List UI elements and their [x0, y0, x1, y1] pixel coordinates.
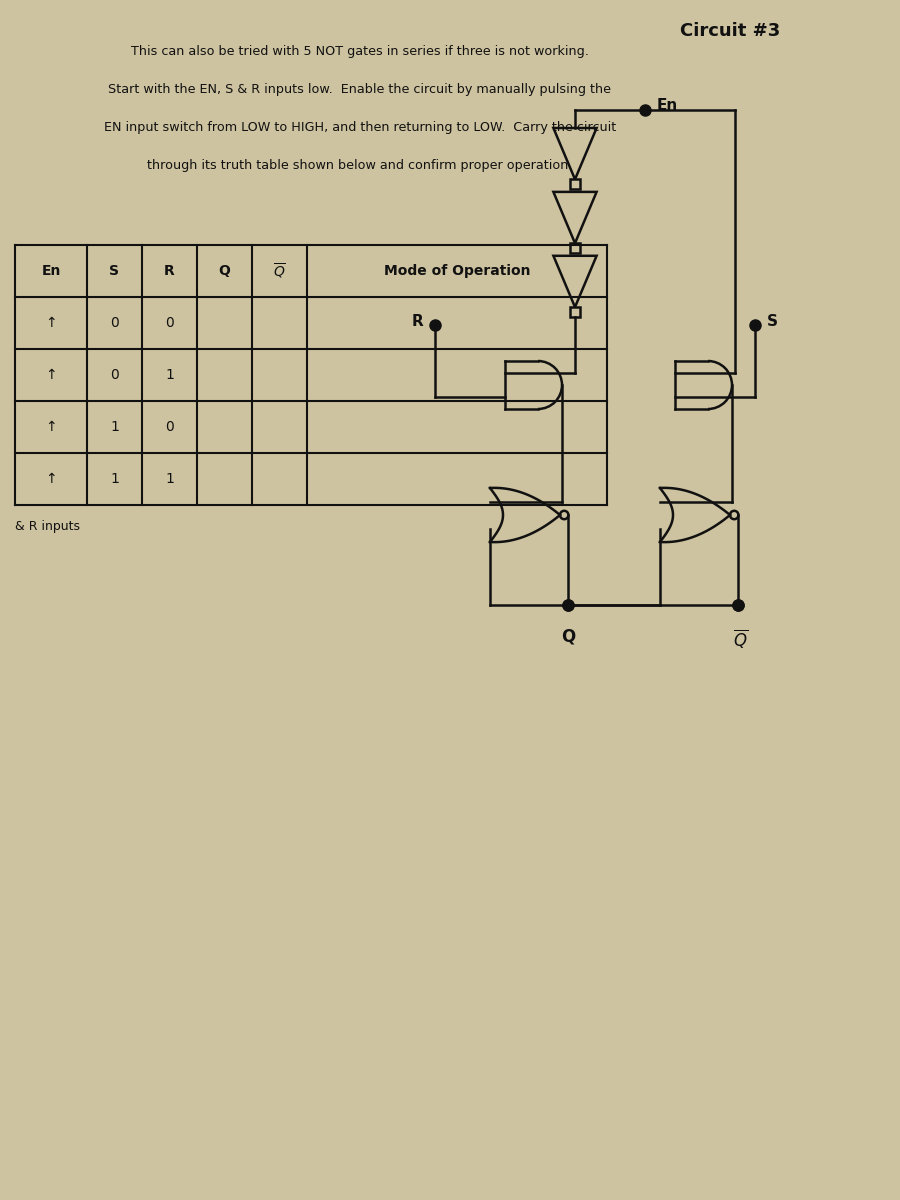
Text: Circuit #3: Circuit #3	[680, 22, 780, 40]
Text: ↑: ↑	[45, 368, 57, 382]
Text: 1: 1	[110, 472, 119, 486]
Polygon shape	[554, 128, 597, 179]
Text: This can also be tried with 5 NOT gates in series if three is not working.: This can also be tried with 5 NOT gates …	[131, 44, 589, 58]
Text: 0: 0	[165, 420, 174, 434]
Circle shape	[560, 511, 569, 520]
Text: $\overline{\mathit{Q}}$: $\overline{\mathit{Q}}$	[733, 626, 748, 650]
Text: Mode of Operation: Mode of Operation	[383, 264, 530, 278]
Text: 1: 1	[165, 472, 174, 486]
Text: 1: 1	[110, 420, 119, 434]
Text: En: En	[657, 98, 679, 114]
Text: 0: 0	[165, 316, 174, 330]
Text: 0: 0	[110, 368, 119, 382]
Text: ↑: ↑	[45, 420, 57, 434]
Text: S: S	[767, 313, 778, 329]
Bar	[571, 179, 580, 188]
Text: ↑: ↑	[45, 316, 57, 330]
Text: & R inputs: & R inputs	[15, 520, 80, 533]
Text: Q: Q	[219, 264, 230, 278]
Polygon shape	[554, 256, 597, 307]
Text: EN input switch from LOW to HIGH, and then returning to LOW.  Carry the circuit: EN input switch from LOW to HIGH, and th…	[104, 121, 616, 134]
Text: R: R	[164, 264, 175, 278]
Text: Q: Q	[562, 626, 575, 646]
Circle shape	[730, 511, 738, 520]
Text: ↑: ↑	[45, 472, 57, 486]
Text: En: En	[41, 264, 60, 278]
Text: R: R	[411, 313, 423, 329]
Text: $\overline{Q}$: $\overline{Q}$	[273, 262, 286, 281]
Text: through its truth table shown below and confirm proper operation.: through its truth table shown below and …	[148, 158, 572, 172]
Bar	[571, 307, 580, 317]
Polygon shape	[554, 192, 597, 244]
Text: S: S	[110, 264, 120, 278]
Bar	[571, 244, 580, 253]
Text: 0: 0	[110, 316, 119, 330]
Text: 1: 1	[165, 368, 174, 382]
Text: Start with the EN, S & R inputs low.  Enable the circuit by manually pulsing the: Start with the EN, S & R inputs low. Ena…	[109, 83, 611, 96]
